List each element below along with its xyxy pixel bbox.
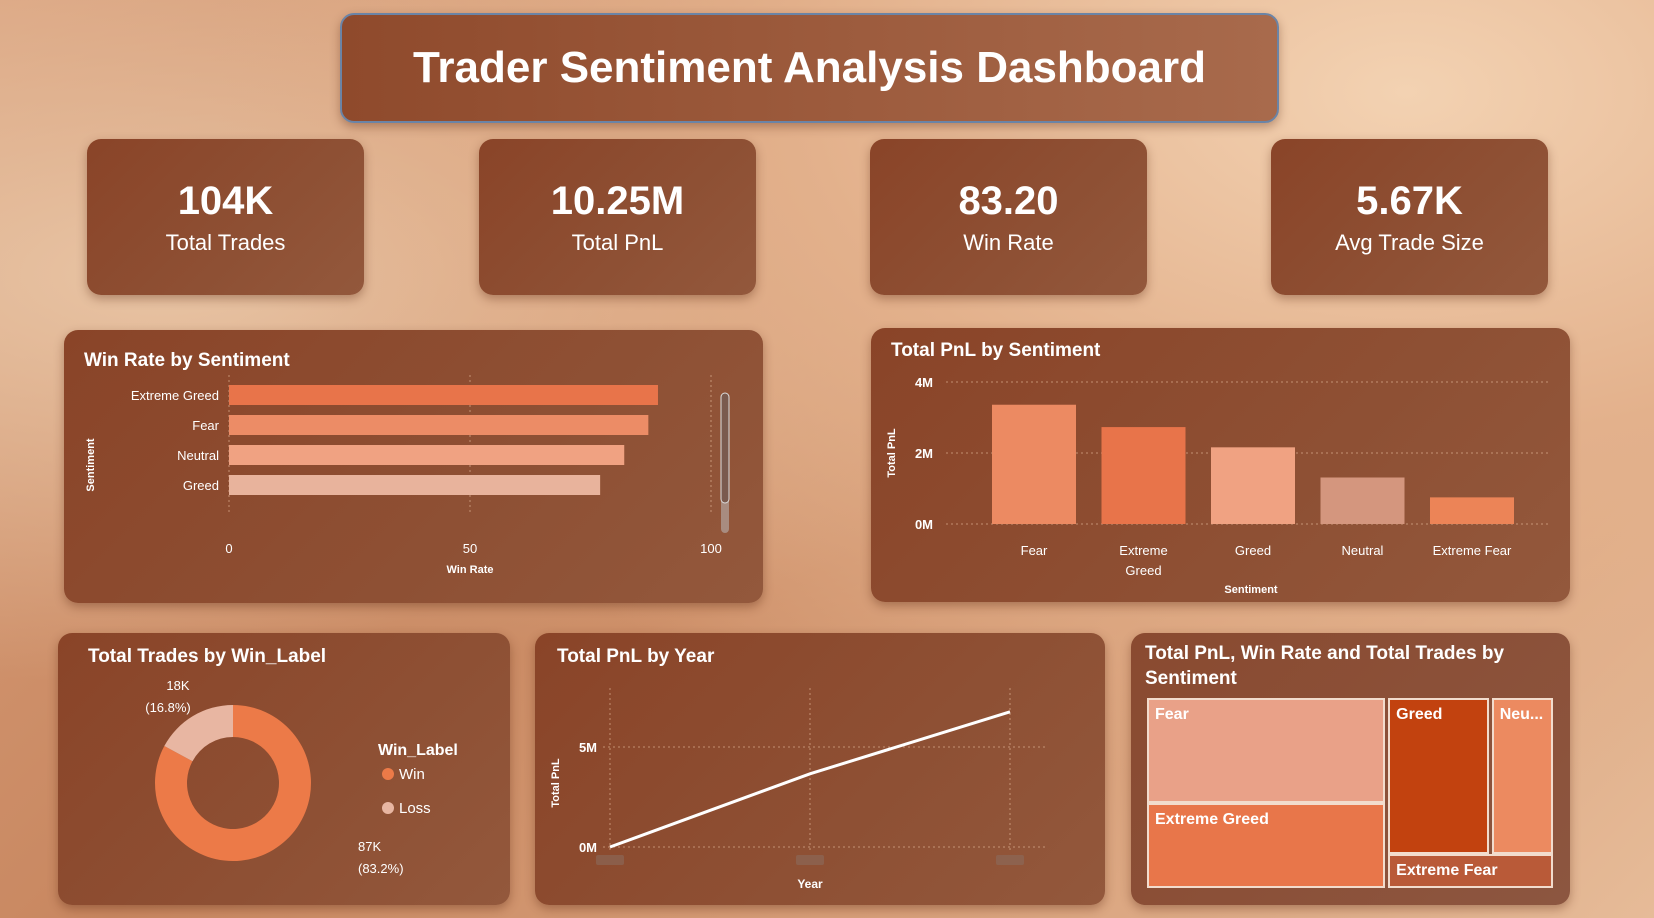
treemap-tile-extreme-greed[interactable]: Extreme Greed [1147, 802, 1386, 888]
x-tick-label-blurred [996, 855, 1024, 865]
kpi-total-trades: 104K Total Trades [87, 139, 364, 295]
data-label: (83.2%) [358, 861, 404, 876]
y-tick-label: 5M [579, 740, 597, 755]
chart-title: Total PnL by Sentiment [891, 340, 1101, 361]
y-tick-label: 2M [915, 446, 933, 461]
bar-fear [229, 415, 649, 435]
bar-greed [1211, 447, 1295, 524]
x-tick-label: Extreme [1119, 543, 1167, 558]
kpi-label: Avg Trade Size [1335, 229, 1484, 255]
x-tick-label: 100 [700, 541, 722, 556]
legend-marker-loss [382, 802, 394, 814]
legend-item: Loss [399, 800, 431, 817]
treemap-tile-fear[interactable]: Fear [1147, 698, 1386, 803]
kpi-value: 83.20 [958, 178, 1059, 223]
bar-extreme-greed [1101, 427, 1186, 524]
x-tick-label: Extreme Fear [1433, 543, 1512, 558]
bar-greed [229, 475, 601, 495]
kpi-value: 10.25M [550, 178, 685, 223]
x-tick-label: 0 [225, 541, 232, 556]
y-axis-label: Total PnL [550, 758, 562, 808]
x-tick-label: Greed [1125, 563, 1161, 578]
x-tick-label: Fear [1021, 543, 1048, 558]
treemap-tile-greed[interactable]: Greed [1388, 698, 1490, 854]
chart-title: Total PnL by Year [557, 646, 715, 667]
kpi-label: Total Trades [165, 229, 286, 255]
data-label: (16.8%) [145, 700, 191, 715]
kpi-label: Win Rate [963, 229, 1054, 255]
donut-slice-loss [164, 705, 233, 762]
y-axis-label: Sentiment [85, 438, 97, 492]
x-axis-label: Year [797, 877, 823, 891]
kpi-avg-trade-size: 5.67K Avg Trade Size [1271, 139, 1548, 295]
bar-fear [992, 404, 1076, 524]
x-axis-label: Win Rate [447, 564, 494, 576]
win-rate-chart-panel: Win Rate by Sentiment 0 50 100 Extreme Gree… [64, 330, 763, 603]
kpi-total-pnl: 10.25M Total PnL [479, 139, 756, 295]
y-tick-label: 4M [915, 375, 933, 390]
tile-label: Neu... [1499, 706, 1544, 723]
pnl-line [609, 710, 1011, 849]
y-tick-label: Extreme Greed [131, 388, 219, 403]
treemap-tile-extreme-fear[interactable]: Extreme Fear [1388, 853, 1553, 888]
y-tick-label: 0M [579, 840, 597, 855]
x-tick-label-blurred [796, 855, 824, 865]
x-axis-label: Sentiment [1224, 584, 1278, 596]
pnl-sentiment-chart-panel: Total PnL by Sentiment 0M 2M 4M Fear Extreme… [871, 328, 1570, 602]
kpi-label: Total PnL [571, 229, 664, 255]
tile-label: Extreme Greed [1155, 810, 1269, 828]
y-axis-label: Total PnL [886, 428, 898, 478]
chart-title: Win Rate by Sentiment [84, 350, 290, 371]
win-rate-bar-chart: 0 50 100 Extreme Greed Fear Neutral Greed Win R… [85, 375, 730, 576]
title-text: Trader Sentiment Analysis Dashboard [412, 43, 1207, 92]
y-tick-label: 0M [915, 517, 933, 532]
trades-donut-panel: Total Trades by Win_Label 87K (83.2%) 18K (… [58, 633, 510, 905]
pnl-year-panel: Total PnL by Year 0M 5M Year Total PnL [535, 633, 1105, 905]
x-tick-label-blurred [596, 855, 624, 865]
chart-title: Total PnL, Win Rate and Total Trades by … [1145, 643, 1505, 689]
y-tick-label: Neutral [177, 448, 219, 463]
donut-slice-win [155, 705, 311, 861]
kpi-win-rate: 83.20 Win Rate [870, 139, 1147, 295]
kpi-value: 104K [177, 178, 274, 223]
legend-title: Win_Label [378, 742, 458, 759]
scrollbar-thumb[interactable] [720, 392, 730, 504]
treemap-panel: Total PnL, Win Rate and Total Trades by … [1131, 633, 1570, 905]
pnl-sentiment-bar-chart: 0M 2M 4M Fear Extreme Greed Greed Neutral Extrem… [886, 375, 1551, 596]
tile-label: Greed [1396, 706, 1443, 723]
kpi-value: 5.67K [1356, 178, 1463, 223]
y-tick-label: Fear [192, 418, 219, 433]
data-label: 87K [358, 839, 381, 854]
x-tick-label: 50 [463, 541, 477, 556]
bar-extreme-greed [229, 385, 658, 405]
pnl-year-line-chart: 0M 5M Year Total PnL [550, 688, 1045, 891]
legend-item: Win [399, 766, 425, 783]
x-tick-label: Greed [1235, 543, 1271, 558]
dashboard-title: Trader Sentiment Analysis Dashboard [340, 13, 1279, 123]
bar-neutral [1320, 477, 1405, 524]
tile-label: Fear [1155, 706, 1189, 723]
treemap-tile-neutral[interactable]: Neu... [1491, 698, 1553, 854]
legend-marker-win [382, 768, 394, 780]
chart-title: Total Trades by Win_Label [88, 646, 327, 667]
x-tick-label: Neutral [1342, 543, 1384, 558]
tile-label: Extreme Fear [1396, 861, 1498, 879]
y-tick-label: Greed [183, 478, 219, 493]
bar-neutral [229, 445, 625, 465]
bar-extreme-fear [1430, 497, 1514, 524]
data-label: 18K [166, 678, 189, 693]
trades-donut-chart: 87K (83.2%) 18K (16.8%) Win_Label Win Loss [145, 678, 458, 876]
treemap: Fear Extreme Greed Greed Neu... Extreme Fear [1147, 698, 1553, 888]
